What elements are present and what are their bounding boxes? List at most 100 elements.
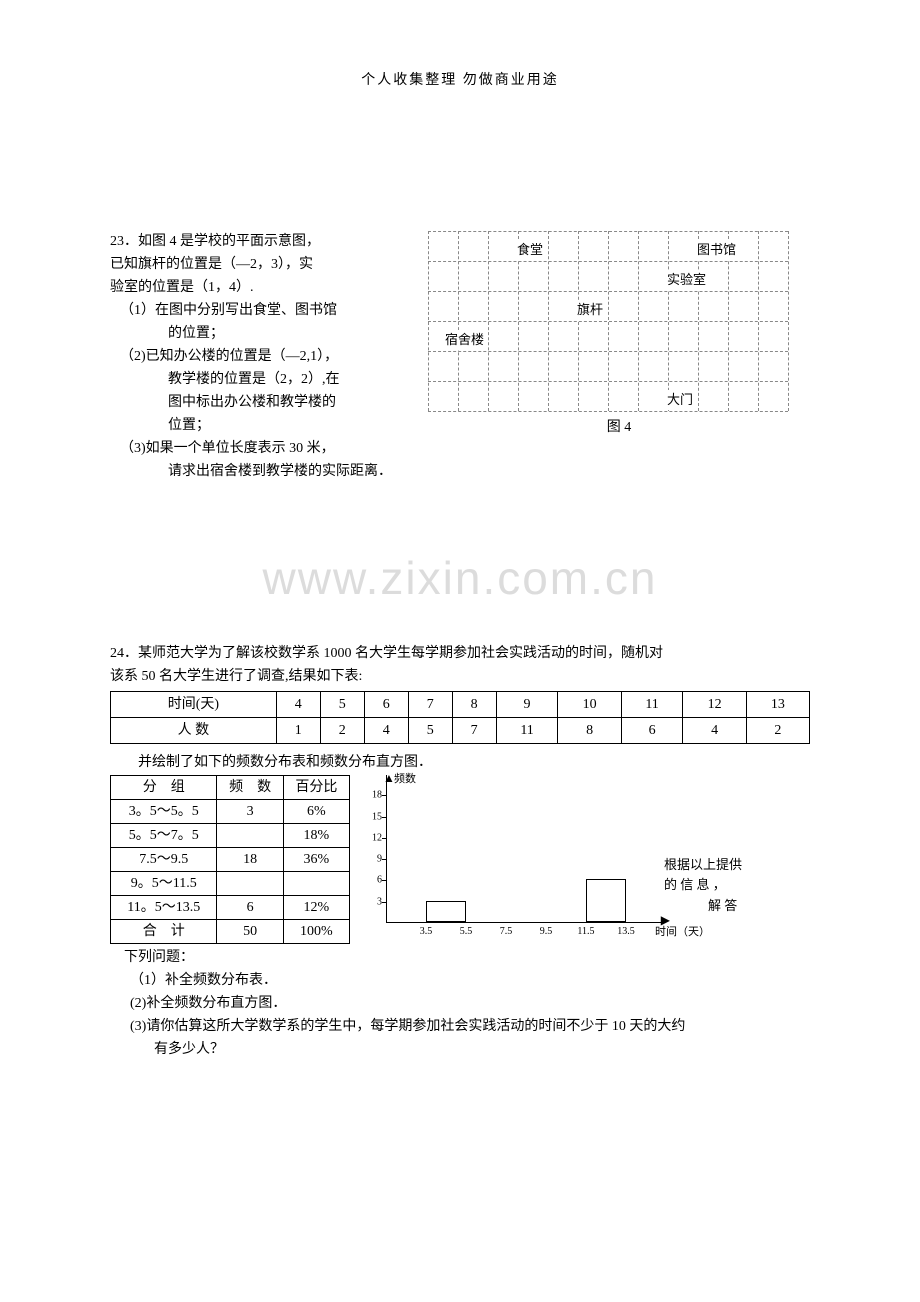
freq-head-0: 分 组 xyxy=(111,776,217,800)
q24-part3a: (3)请你估算这所大学数学系的学生中，每学期参加社会实践活动的时间不少于 10 … xyxy=(110,1016,810,1037)
side-note: 根据以上提供 的 信 息 ， 解 答 xyxy=(664,855,754,917)
grid-label-library: 图书馆 xyxy=(696,240,737,260)
hist-xlabel: 时间（天） xyxy=(655,924,710,941)
ytick-18: 18 xyxy=(364,788,382,803)
q23-stem-3: 验室的位置是（1，4）. xyxy=(110,277,410,298)
q24-part1: （1）补全频数分布表． xyxy=(110,970,810,991)
q23-p2c: 图中标出办公楼和教学楼的 xyxy=(110,392,410,413)
hist-ylabel: 频数 xyxy=(394,771,416,788)
freq-cell-1-0: 5。5～7。5 xyxy=(111,824,217,848)
freq-cell-2-0: 7.5～9.5 xyxy=(111,848,217,872)
grid-vline xyxy=(488,231,489,411)
freq-cell-1-1 xyxy=(217,824,283,848)
q23-stem-1: 23．如图 4 是学校的平面示意图， xyxy=(110,231,410,252)
raw-r1-head: 时间(天) xyxy=(111,692,277,718)
y-axis xyxy=(386,775,387,923)
arrow-up-icon: ▲ xyxy=(383,769,395,787)
ytick-3: 3 xyxy=(364,894,382,909)
ytick-15: 15 xyxy=(364,809,382,824)
raw-count-2: 4 xyxy=(364,718,408,744)
q23-block: 23．如图 4 是学校的平面示意图， 已知旗杆的位置是（—2，3），实 验室的位… xyxy=(110,231,810,484)
grid-vline xyxy=(638,231,639,411)
ytick-12: 12 xyxy=(364,830,382,845)
grid-vline xyxy=(788,231,789,411)
freq-cell-5-1: 50 xyxy=(217,920,283,944)
ytick-line-12 xyxy=(382,838,386,839)
grid-vline xyxy=(668,231,669,411)
histogram-chart: 频数 ▲ ▶ 时间（天） 根据以上提供 的 信 息 ， 解 答 36912151… xyxy=(364,775,664,945)
raw-count-3: 5 xyxy=(408,718,452,744)
raw-count-8: 4 xyxy=(683,718,746,744)
side-note-l2: 的 信 息 ， xyxy=(664,877,726,892)
xtick-0: 3.5 xyxy=(420,924,433,939)
xtick-2: 7.5 xyxy=(500,924,513,939)
q24-after1: 下列问题： xyxy=(110,947,810,968)
raw-count-9: 2 xyxy=(746,718,809,744)
q23-text: 23．如图 4 是学校的平面示意图， 已知旗杆的位置是（—2，3），实 验室的位… xyxy=(110,231,410,484)
freq-cell-4-1: 6 xyxy=(217,896,283,920)
freq-cell-0-0: 3。5～5。5 xyxy=(111,800,217,824)
ytick-6: 6 xyxy=(364,873,382,888)
hist-bar-0 xyxy=(426,901,466,922)
ytick-line-15 xyxy=(382,817,386,818)
q23-p1b: 的位置； xyxy=(110,323,410,344)
raw-count-1: 2 xyxy=(320,718,364,744)
raw-day-9: 13 xyxy=(746,692,809,718)
watermark-text: www.zixin.com.cn xyxy=(110,544,810,613)
x-axis xyxy=(386,922,664,923)
ytick-line-9 xyxy=(382,859,386,860)
q23-p3a: （3)如果一个单位长度表示 30 米， xyxy=(110,438,410,459)
grid-vline xyxy=(758,231,759,411)
grid-vline xyxy=(458,231,459,411)
grid-vline xyxy=(548,231,549,411)
ytick-9: 9 xyxy=(364,852,382,867)
raw-r2-head: 人 数 xyxy=(111,718,277,744)
xtick-3: 9.5 xyxy=(540,924,553,939)
raw-day-0: 4 xyxy=(276,692,320,718)
grid-label-dorm: 宿舍楼 xyxy=(444,330,485,350)
raw-count-6: 8 xyxy=(558,718,621,744)
q24-part3b: 有多少人？ xyxy=(110,1039,810,1060)
raw-day-7: 11 xyxy=(621,692,683,718)
grid-vline xyxy=(578,231,579,411)
q24-part2: (2)补全频数分布直方图． xyxy=(110,993,810,1014)
raw-day-8: 12 xyxy=(683,692,746,718)
q24-block: 24．某师范大学为了解该校数学系 1000 名大学生每学期参加社会实践活动的时间… xyxy=(110,643,810,1060)
grid-label-lab: 实验室 xyxy=(666,270,707,290)
grid-vline xyxy=(428,231,429,411)
grid-label-canteen: 食堂 xyxy=(516,240,544,260)
q24-stem-2: 该系 50 名大学生进行了调查,结果如下表: xyxy=(110,666,810,687)
q23-p2b: 教学楼的位置是（2，2）,在 xyxy=(110,369,410,390)
grid-label-flag: 旗杆 xyxy=(576,300,604,320)
fig4-caption: 图 4 xyxy=(428,417,810,438)
raw-day-3: 7 xyxy=(408,692,452,718)
raw-data-table: 时间(天)45678910111213人 数12457118642 xyxy=(110,691,810,744)
raw-day-6: 10 xyxy=(558,692,621,718)
q23-p1a: （1）在图中分别写出食堂、图书馆 xyxy=(110,300,410,321)
fig4-grid: 食堂 图书馆实验室旗杆宿舍楼大门 xyxy=(428,231,788,411)
freq-cell-2-2: 36% xyxy=(283,848,349,872)
freq-cell-1-2: 18% xyxy=(283,824,349,848)
freq-head-1: 频 数 xyxy=(217,776,283,800)
raw-count-5: 11 xyxy=(496,718,558,744)
grid-label-gate: 大门 xyxy=(666,390,694,410)
xtick-5: 13.5 xyxy=(617,924,635,939)
freq-cell-3-1 xyxy=(217,872,283,896)
raw-count-4: 7 xyxy=(452,718,496,744)
frequency-table: 分 组频 数百分比3。5～5。536%5。5～7。518%7.5～9.51836… xyxy=(110,775,350,944)
ytick-line-3 xyxy=(382,902,386,903)
freq-cell-4-0: 11。5～13.5 xyxy=(111,896,217,920)
grid-vline xyxy=(608,231,609,411)
q23-p3b: 请求出宿舍楼到教学楼的实际距离． xyxy=(110,461,410,482)
side-note-l3: 解 答 xyxy=(664,898,737,913)
q23-p2a: （2)已知办公楼的位置是（—2,1）， xyxy=(110,346,410,367)
q23-stem-2: 已知旗杆的位置是（—2，3），实 xyxy=(110,254,410,275)
grid-hline xyxy=(428,411,788,412)
xtick-1: 5.5 xyxy=(460,924,473,939)
freq-cell-3-0: 9。5～11.5 xyxy=(111,872,217,896)
header-note: 个人收集整理 勿做商业用途 xyxy=(110,70,810,91)
raw-day-2: 6 xyxy=(364,692,408,718)
freq-cell-3-2 xyxy=(283,872,349,896)
freq-cell-5-0: 合 计 xyxy=(111,920,217,944)
raw-day-4: 8 xyxy=(452,692,496,718)
